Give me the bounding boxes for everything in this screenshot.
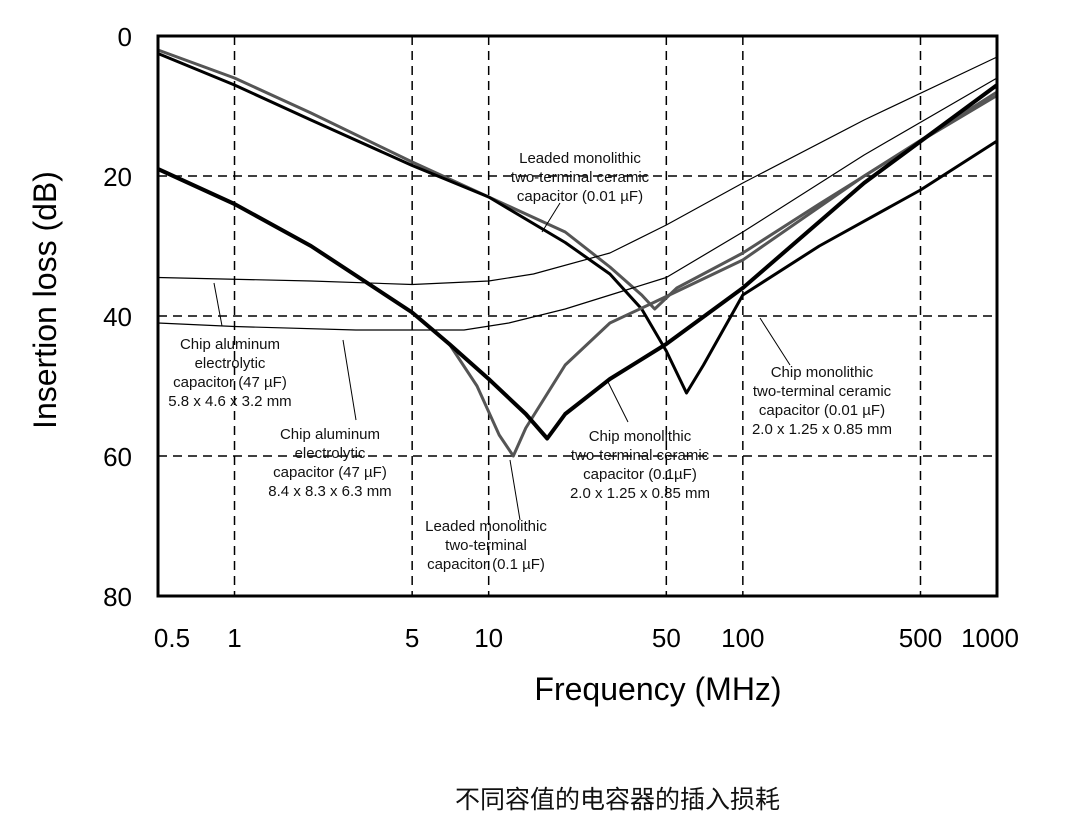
annotation-label: capacitor (0.1 µF) (427, 556, 545, 573)
annotation-label: Chip aluminum (180, 336, 280, 353)
figure-caption: 不同容值的电容器的插入损耗 (454, 785, 780, 814)
y-tick-label: 60 (103, 442, 132, 472)
annotation-label: Chip aluminum (280, 426, 380, 443)
series-line-5 (157, 77, 998, 331)
x-tick-label: 1 (227, 623, 241, 653)
annotation-label: two-terminal (445, 537, 527, 554)
annotation-label: 8.4 x 8.3 x 6.3 mm (268, 483, 391, 500)
annotation-label: capacitor (0.1µF) (583, 466, 697, 483)
annotation-label: capacitor (47 µF) (173, 374, 287, 391)
annotation-label: capacitor (0.01 µF) (517, 188, 643, 205)
annotation-label: electrolytic (195, 355, 266, 372)
annotation-label: two-terminal ceramic (753, 383, 892, 400)
y-tick-label: 80 (103, 582, 132, 612)
x-tick-label: 5 (405, 623, 419, 653)
series-line-1 (157, 52, 998, 395)
annotation-leader-line (509, 459, 521, 521)
annotation-label: Chip monolithic (589, 428, 692, 445)
plot-frame (156, 34, 999, 598)
y-tick-label: 40 (103, 302, 132, 332)
annotation-leader-line (759, 317, 791, 366)
series-line-4 (157, 56, 998, 286)
annotation-label: two-terminal ceramic (571, 447, 710, 464)
series-line-3 (157, 83, 999, 441)
annotation-leader-line (213, 282, 223, 327)
x-tick-label: 1000 (961, 623, 1019, 653)
annotation-label: 5.8 x 4.6 x 3.2 mm (168, 393, 291, 410)
x-tick-label: 10 (474, 623, 503, 653)
y-tick-label: 20 (103, 162, 132, 192)
x-axis-label: Frequency (MHz) (534, 671, 781, 707)
series-line-0 (157, 48, 998, 311)
x-tick-label: 50 (652, 623, 681, 653)
annotation-label: 2.0 x 1.25 x 0.85 mm (570, 485, 710, 502)
annotation-leader-line (607, 381, 629, 423)
annotation-label: capacitor (0.01 µF) (759, 402, 885, 419)
annotation-leader-line (541, 202, 561, 233)
annotation-label: 2.0 x 1.25 x 0.85 mm (752, 421, 892, 438)
x-tick-label: 100 (721, 623, 764, 653)
annotation-label: Leaded monolithic (425, 518, 547, 535)
annotation-label: electrolytic (295, 445, 366, 462)
annotation-label: Leaded monolithic (519, 150, 641, 167)
x-tick-label: 500 (899, 623, 942, 653)
x-tick-label: 0.5 (154, 623, 190, 653)
y-axis-label: Insertion loss (dB) (27, 171, 63, 429)
annotation-leader-line (342, 339, 357, 421)
annotation-label: capacitor (47 µF) (273, 464, 387, 481)
annotation-label: Chip monolithic (771, 364, 874, 381)
y-tick-label: 0 (118, 22, 132, 52)
annotation-label: two-terminal ceramic (511, 169, 650, 186)
